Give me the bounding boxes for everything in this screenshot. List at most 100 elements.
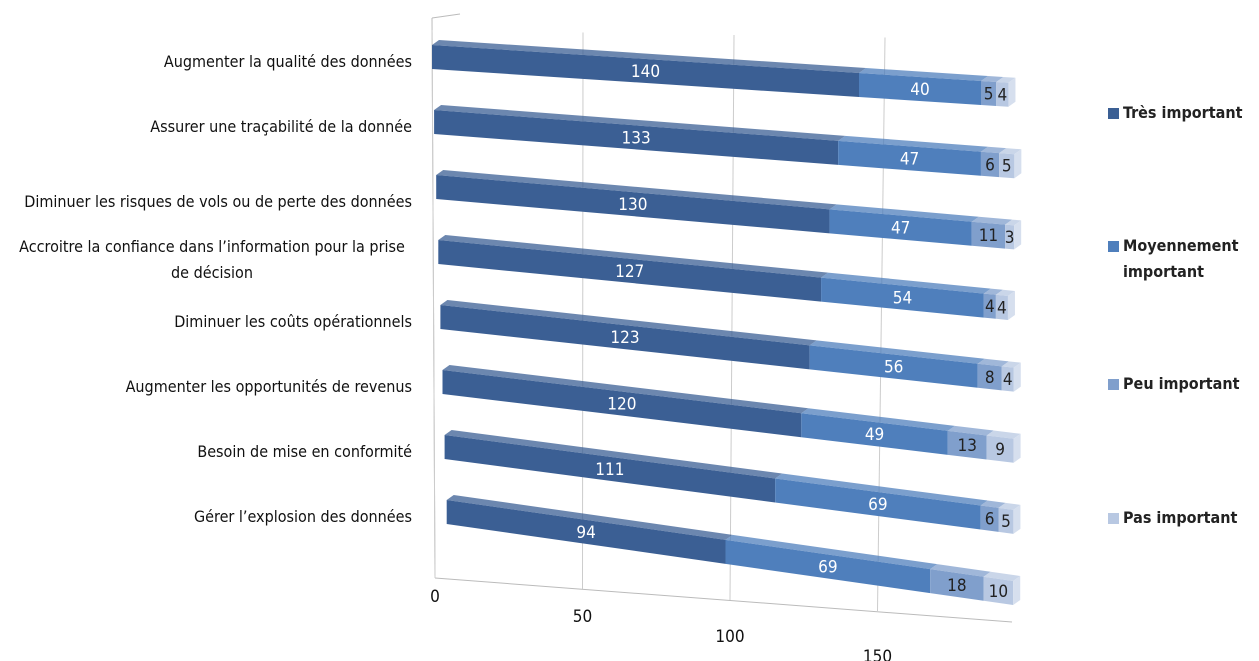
bar-end <box>1008 77 1016 107</box>
bar-end <box>1013 575 1021 605</box>
bar-top <box>1001 361 1021 368</box>
legend-item: Moyennement important <box>1108 233 1258 285</box>
bar <box>977 363 1002 391</box>
value-label: 18 <box>947 576 966 596</box>
value-label: 94 <box>576 523 595 543</box>
bar <box>998 507 1014 534</box>
bar-top <box>809 340 985 364</box>
bar-top <box>996 77 1016 83</box>
bar <box>983 576 1014 605</box>
category-text: Assurer une traçabilité de la donnée <box>150 117 412 136</box>
value-label: 10 <box>989 582 1008 602</box>
legend-item: Pas important <box>1108 505 1258 531</box>
bar-top <box>446 495 733 540</box>
bar-top <box>432 40 866 73</box>
category-label: Accroitre la confiance dans l’informatio… <box>0 234 412 286</box>
legend-swatch <box>1108 379 1119 390</box>
value-label: 4 <box>997 298 1007 318</box>
value-label: 4 <box>997 85 1007 105</box>
bar-top <box>434 105 846 141</box>
value-label: 13 <box>958 436 977 456</box>
value-label: 6 <box>985 155 995 175</box>
bar-top <box>981 76 1004 82</box>
bar <box>775 478 981 530</box>
bar <box>440 305 810 370</box>
bar-top <box>999 148 1022 155</box>
value-label: 5 <box>1001 512 1011 532</box>
legend-label: Peu important <box>1123 374 1240 393</box>
bar-top <box>440 300 817 346</box>
bar-top <box>998 502 1021 510</box>
category-label: Augmenter la qualité des données <box>0 49 412 75</box>
bar-top <box>983 571 1021 581</box>
category-label: Besoin de mise en conformité <box>0 439 412 465</box>
value-label: 4 <box>985 297 995 317</box>
bar <box>438 240 822 302</box>
legend-label: Très important <box>1123 103 1243 122</box>
value-label: 127 <box>615 262 644 282</box>
bar <box>995 294 1008 320</box>
legend-item: Peu important <box>1108 371 1258 397</box>
bar <box>1005 224 1015 250</box>
bar-top <box>980 500 1006 508</box>
bar-top <box>980 146 1007 154</box>
bar <box>809 345 978 388</box>
bar-top <box>977 358 1009 367</box>
value-label: 11 <box>979 226 998 246</box>
bar-top <box>821 272 991 294</box>
bar <box>838 140 981 176</box>
bar-end <box>1013 504 1021 534</box>
bar <box>996 82 1009 107</box>
floor <box>434 577 1013 623</box>
legend-item: Très important <box>1108 100 1258 126</box>
bar-end <box>1014 149 1022 179</box>
grid-line <box>431 29 436 579</box>
value-label: 120 <box>607 395 636 415</box>
bar <box>436 175 830 234</box>
x-tick-label: 0 <box>430 587 440 607</box>
bar <box>829 209 972 246</box>
category-text: Diminuer les risques de vols ou de perte… <box>24 192 412 211</box>
category-label: Assurer une traçabilité de la donnée <box>0 114 412 140</box>
bar-top <box>442 365 809 414</box>
bar-top <box>859 68 988 81</box>
legend-label: Moyennement important <box>1123 236 1239 281</box>
bar <box>444 435 776 503</box>
bar <box>980 505 999 532</box>
category-text: Accroitre la confiance dans l’informatio… <box>19 237 405 282</box>
grid-line <box>729 34 735 601</box>
value-label: 56 <box>884 358 903 378</box>
category-text: Diminuer les coûts opérationnels <box>174 312 412 331</box>
legend-label: Pas important <box>1123 508 1238 527</box>
category-text: Augmenter les opportunités de revenus <box>125 377 412 396</box>
bar-end <box>1013 362 1021 392</box>
value-label: 130 <box>618 195 647 215</box>
bar <box>801 413 948 455</box>
bar <box>930 569 984 601</box>
category-text: Besoin de mise en conformité <box>197 442 412 461</box>
bar-top <box>983 288 1003 295</box>
bar <box>981 81 997 106</box>
value-label: 47 <box>900 149 919 169</box>
bar <box>980 151 1000 178</box>
category-label: Gérer l’explosion des données <box>0 504 412 530</box>
bar-top <box>995 289 1015 296</box>
bar <box>434 110 839 165</box>
bar <box>971 221 1006 249</box>
bar-end <box>1013 433 1021 463</box>
bar <box>446 500 726 564</box>
bar-top <box>947 425 994 436</box>
bar <box>983 293 996 319</box>
bar-top <box>725 534 938 570</box>
bar <box>1001 366 1014 392</box>
value-label: 69 <box>868 495 887 515</box>
value-label: 4 <box>1003 370 1013 390</box>
bar <box>442 370 802 438</box>
value-label: 47 <box>891 219 910 239</box>
bar <box>947 430 987 460</box>
value-label: 6 <box>985 510 995 530</box>
legend-swatch <box>1108 241 1119 252</box>
value-label: 49 <box>865 425 884 445</box>
floor-back <box>431 13 461 19</box>
bar <box>986 435 1014 463</box>
